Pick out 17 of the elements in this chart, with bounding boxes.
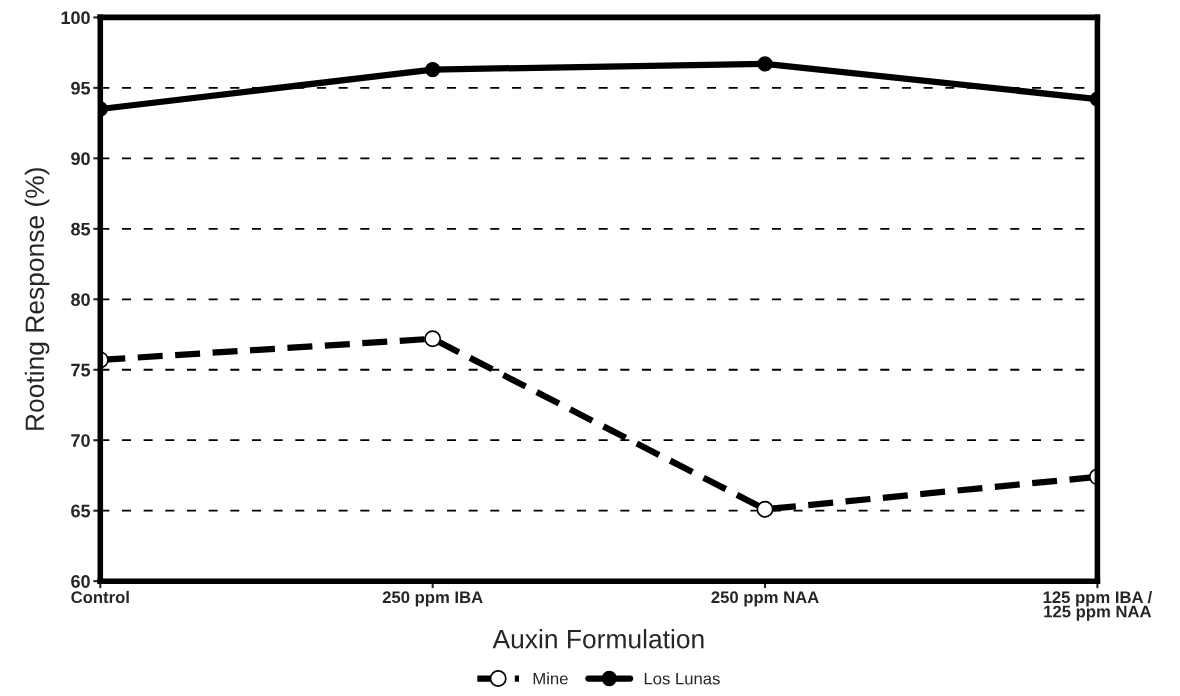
x-tick-label: Control	[71, 590, 129, 604]
y-tick-label: 80	[71, 293, 90, 306]
y-tick-label: 70	[71, 434, 90, 447]
legend-label: Los Lunas	[644, 672, 720, 685]
y-axis-title: Rooting Response (%)	[24, 168, 50, 430]
x-tick-label: 125 ppm IBA / 125 ppm NAA	[1043, 590, 1153, 621]
x-axis-title: Auxin Formulation	[492, 629, 704, 649]
y-tick-label: 65	[71, 504, 91, 518]
y-tick-label: 100	[61, 11, 90, 25]
y-tick-label: 60	[71, 575, 90, 588]
y-tick-label: 75	[71, 363, 91, 377]
x-tick-label: 250 ppm IBA	[382, 591, 483, 607]
y-tick-label: 95	[71, 81, 91, 95]
y-tick-label: 90	[71, 152, 90, 166]
legend-label: Mine	[533, 672, 568, 685]
y-tick-label: 85	[71, 222, 91, 236]
x-tick-label: 250 ppm NAA	[711, 591, 819, 607]
